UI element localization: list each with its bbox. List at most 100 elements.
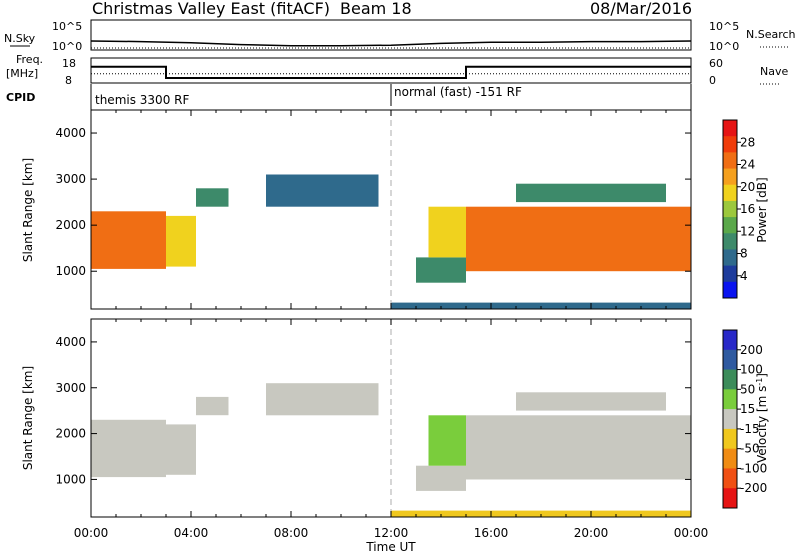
nave-tick-bottom: 0 [709,74,716,87]
power-y-axis: 1000 2000 3000 4000 [55,126,691,278]
nsearch-tick-bottom: 10^0 [709,40,739,53]
nsearch-tick-top: 10^5 [709,20,739,33]
power-cells-region-3 [266,174,379,207]
power-colorbar-label-6: 4 [740,269,748,283]
power-colorbar-label-3: 16 [740,202,755,216]
vel-yticks-label-0: 1000 [55,472,86,486]
nsky-series-line [90,40,692,47]
power-colorbar-swatch-7 [723,233,737,250]
power-colorbar-swatch-2 [723,152,737,170]
nsearch-label: N.Search [746,28,796,41]
power-yticks-label-2: 3000 [55,172,86,186]
power-colorbar-label-5: 8 [740,247,748,261]
power-colorbar-swatch-10 [723,281,737,299]
power-x-axis [90,110,692,309]
vel-colorbar-swatch-6 [723,448,737,469]
velocity-y-axis: 1000 2000 3000 4000 [55,335,691,486]
power-colorbar-swatch-9 [723,265,737,283]
power-colorbar-swatch-5 [723,200,737,218]
vel-colorbar-label-2: 50 [740,382,755,396]
vel-cells-region-1 [166,424,196,475]
vel-colorbar-swatch-7 [723,468,737,489]
freq-label-2: [MHz] [6,67,38,80]
site-title: Christmas Valley East (fitACF) [92,0,330,18]
vel-cells-region-8 [391,510,691,517]
cpid-left-text: themis 3300 RF [95,93,189,107]
power-colorbar-swatch-0 [723,120,737,137]
power-cells-region-8 [391,302,691,309]
vel-yticks-label-2: 3000 [55,381,86,395]
vel-cells-region-6 [466,415,691,480]
vel-colorbar-swatch-3 [723,389,737,410]
cpid-right-text: normal (fast) -151 RF [394,85,522,99]
beam-label: Beam 18 [340,0,412,18]
vel-colorbar-label-0: 200 [740,343,763,357]
nave-tick-top: 60 [709,57,723,70]
vel-cells-region-2 [196,396,229,416]
power-colorbar-label-1: 24 [740,158,755,172]
power-colorbar-swatch-3 [723,168,737,186]
vel-colorbar-label-4: -15 [740,422,760,436]
freq-tick-top: 18 [62,57,76,70]
vel-cells-region-5 [428,415,466,466]
vel-colorbar-swatch-5 [723,428,737,450]
freq-series-line [91,65,691,79]
vel-colorbar-swatch-8 [723,488,737,509]
nsky-tick-top: 10^5 [52,20,82,33]
nave-label: Nave [760,65,788,78]
nsky-tick-bottom: 10^0 [52,40,82,53]
vel-xticks-label-0: 00:00 [74,526,109,540]
vel-colorbar-frame [722,329,738,509]
vel-xticks-label-2: 08:00 [274,526,309,540]
cpid-label: CPID [6,91,35,104]
vel-colorbar-label-7: -200 [740,481,767,495]
velocity-ylabel: Slant Range [km] [21,366,35,470]
vel-colorbar-swatch-4 [723,409,737,430]
power-yticks-label-0: 1000 [55,264,86,278]
power-cells-region-5 [428,206,466,258]
power-colorbar-swatch-4 [723,184,737,202]
power-heatmap-cells [91,174,691,309]
date-label: 08/Mar/2016 [590,0,692,18]
power-cells-region-0 [91,211,166,269]
vel-cells-region-7 [516,392,666,411]
vel-xticks-label-1: 04:00 [174,526,209,540]
power-colorbar: 28 24 20 16 12 8 4 [722,119,755,299]
freq-tick-bottom: 8 [65,74,72,87]
velocity-heatmap-cells [91,383,691,517]
power-cells-region-7 [516,183,666,203]
vel-xticks-label-3: 12:00 [374,526,409,540]
velocity-colorbar-label: Velocity [m s-1] [755,373,770,463]
power-cells-region-2 [196,188,229,207]
power-colorbar-swatch-8 [723,249,737,267]
power-yticks-label-3: 4000 [55,126,86,140]
power-cells-region-4 [416,257,466,283]
freq-label-1: Freq. [16,53,43,66]
velocity-x-axis: 00:00 04:00 08:00 12:00 16:00 20:00 00:00 [74,319,709,540]
power-yticks-label-1: 2000 [55,218,86,232]
vel-cells-region-3 [266,383,379,416]
nsky-panel-frame [90,19,692,51]
power-colorbar-swatch-6 [723,217,737,234]
vel-colorbar-swatch-1 [723,349,737,371]
power-colorbar-swatch-1 [723,136,737,153]
vel-colorbar-swatch-2 [723,369,737,390]
vel-colorbar-label-6: -100 [740,461,767,475]
vel-xticks-label-6: 00:00 [674,526,709,540]
vel-xticks-label-4: 16:00 [474,526,509,540]
power-colorbar-label-0: 28 [740,135,755,149]
power-colorbar-label-2: 20 [740,180,755,194]
power-colorbar-label-4: 12 [740,224,755,238]
vel-xticks-label-5: 20:00 [574,526,609,540]
vel-colorbar-label-3: 15 [740,402,755,416]
power-cells-region-6 [466,206,691,272]
nsky-label: N.Sky [4,32,36,45]
vel-yticks-label-3: 4000 [55,335,86,349]
power-colorbar-label: Power [dB] [755,177,769,242]
power-cells-region-1 [166,215,196,267]
vel-colorbar-swatch-0 [723,330,737,351]
vel-cells-region-0 [91,419,166,478]
velocity-xlabel: Time UT [365,540,416,554]
vel-yticks-label-1: 2000 [55,427,86,441]
